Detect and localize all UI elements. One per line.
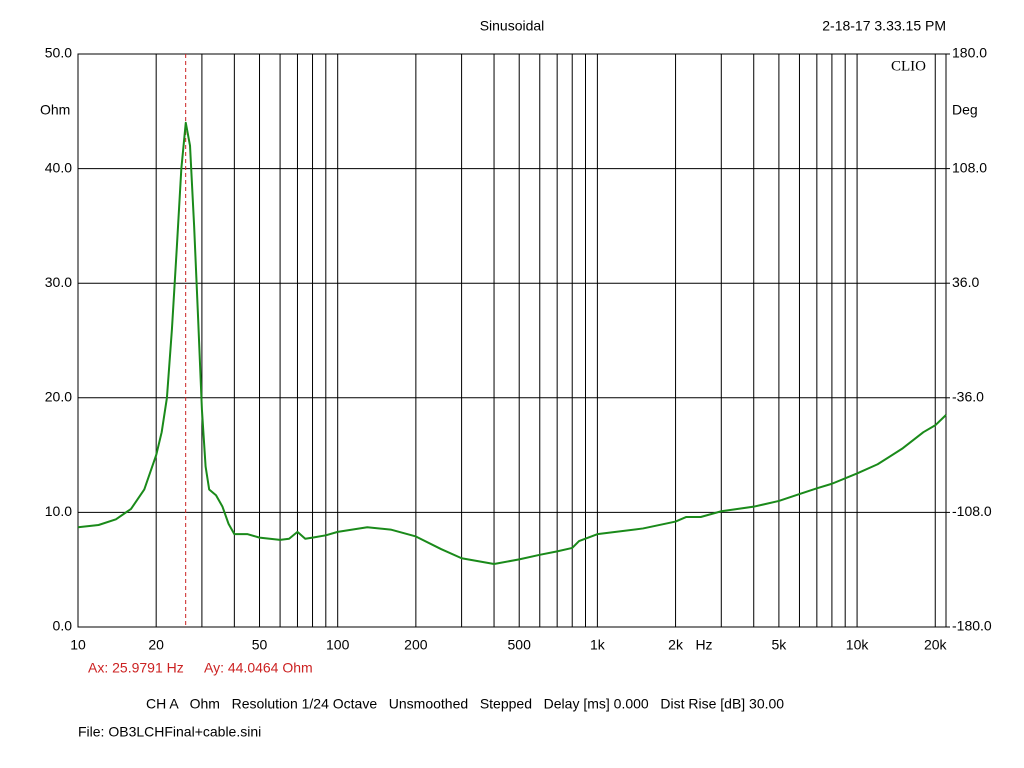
x-tick-label: 10k (846, 637, 870, 653)
plot-border (77, 53, 947, 628)
y-tick-label: 30.0 (45, 274, 72, 290)
y2-tick-label: 108.0 (952, 159, 987, 175)
x-tick-label: 2k (668, 637, 684, 653)
timestamp: 2-18-17 3.33.15 PM (822, 18, 946, 34)
y-axis-label: Ohm (40, 102, 70, 118)
x-tick-label: 1k (590, 637, 606, 653)
settings: CH A Ohm Resolution 1/24 Octave Unsmooth… (146, 696, 784, 712)
x-tick-label: 20 (148, 637, 164, 653)
y-tick-label: 0.0 (53, 618, 73, 634)
cursor-y-readout: Ay: 44.0464 Ohm (204, 660, 313, 676)
y2-tick-label: 36.0 (952, 274, 979, 290)
chart-title: Sinusoidal (480, 18, 545, 34)
cursor-x-readout: Ax: 25.9791 Hz (88, 660, 184, 676)
x-tick-label: 50 (252, 637, 268, 653)
x-tick-label: 5k (772, 637, 788, 653)
y-tick-label: 50.0 (45, 45, 72, 61)
file-name: File: OB3LCHFinal+cable.sini (78, 724, 261, 740)
y2-tick-label: -108.0 (952, 503, 992, 519)
x-tick-label: 500 (508, 637, 532, 653)
plot-area (78, 54, 946, 627)
impedance-curve (77, 121, 947, 565)
brand: CLIO (891, 58, 926, 74)
x-tick-label: 10 (70, 637, 86, 653)
x-tick-label: 200 (404, 637, 428, 653)
y2-axis-label: Deg (952, 102, 978, 118)
y2-tick-label: 180.0 (952, 45, 987, 61)
y-tick-label: 40.0 (45, 159, 72, 175)
x-tick-label: 20k (924, 637, 948, 653)
x-axis-label: Hz (695, 637, 712, 653)
y2-tick-label: -180.0 (952, 618, 992, 634)
y2-tick-label: -36.0 (952, 389, 984, 405)
x-tick-label: 100 (326, 637, 350, 653)
y-tick-label: 10.0 (45, 503, 72, 519)
y-tick-label: 20.0 (45, 389, 72, 405)
